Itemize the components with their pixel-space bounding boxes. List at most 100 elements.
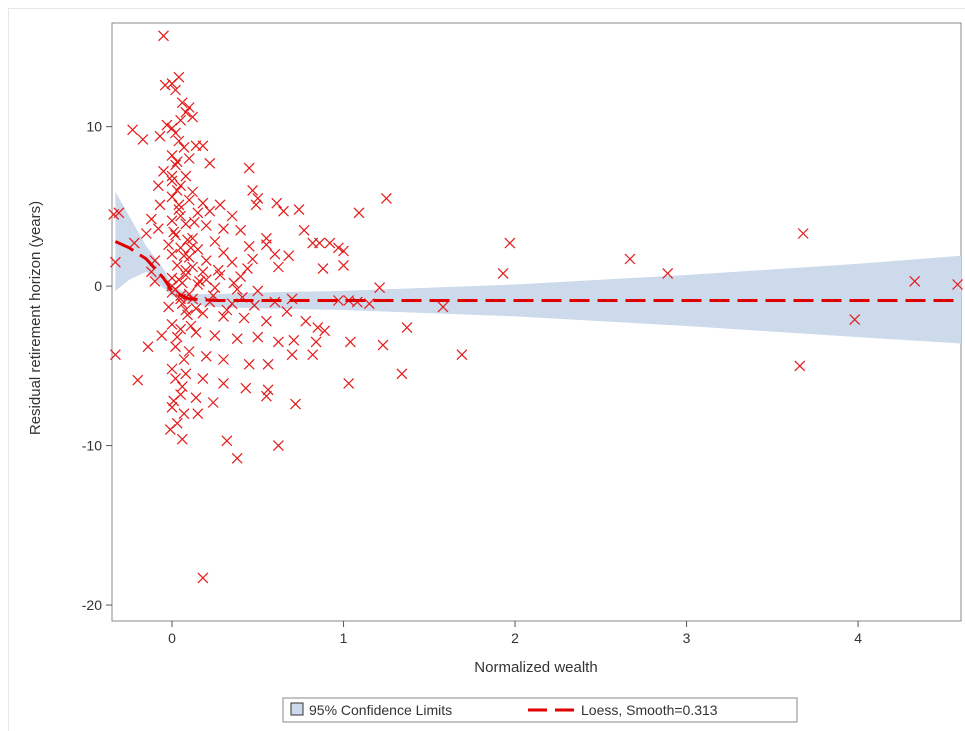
scatter-point: [185, 242, 197, 254]
y-axis-label: Residual retirement horizon (years): [27, 201, 44, 435]
scatter-point: [396, 368, 408, 380]
scatter-point: [197, 572, 209, 584]
y-tick-label: -20: [82, 597, 102, 613]
scatter-point: [226, 210, 238, 222]
scatter-point: [166, 318, 178, 330]
scatter-point: [909, 275, 921, 287]
scatter-point: [166, 401, 178, 413]
scatter-point: [288, 334, 300, 346]
y-tick-label: 0: [94, 278, 102, 294]
scatter-point: [314, 237, 325, 249]
scatter-point: [401, 322, 413, 334]
scatter-point: [142, 341, 154, 353]
scatter-point: [145, 266, 157, 278]
scatter-point: [183, 153, 195, 164]
scatter-point: [109, 256, 121, 268]
scatter-point: [271, 197, 283, 209]
scatter-point: [180, 368, 192, 380]
scatter-point: [192, 279, 204, 290]
scatter-point: [312, 322, 324, 334]
scatter-point: [154, 130, 166, 142]
y-tick-label: -10: [82, 438, 102, 454]
scatter-point: [497, 267, 509, 279]
scatter-point: [281, 306, 293, 318]
scatter-point: [338, 245, 349, 257]
scatter-point: [231, 333, 243, 345]
scatter-point: [260, 390, 272, 402]
scatter-point: [218, 377, 229, 389]
legend-box: [282, 697, 798, 723]
loess-line: [114, 240, 961, 302]
scatter-point: [170, 159, 181, 171]
x-tick-label: 2: [511, 630, 519, 646]
scatter-point: [200, 350, 212, 362]
scatter-point: [351, 296, 363, 308]
scatter-point: [163, 301, 175, 313]
scatter-point: [185, 320, 197, 332]
scatter-point: [377, 339, 389, 351]
scatter-point: [272, 261, 284, 273]
scatter-point: [228, 277, 240, 289]
scatter-point: [204, 205, 216, 217]
scatter-point: [190, 326, 202, 338]
scatter-point: [207, 397, 219, 408]
scatter-point: [171, 184, 183, 196]
scatter-point: [156, 330, 168, 342]
scatter-point: [166, 170, 178, 182]
scatter-point: [456, 349, 468, 361]
scatter-point: [212, 264, 224, 276]
scatter-point: [231, 283, 243, 295]
scatter-point: [158, 30, 169, 42]
scatter-point: [128, 237, 140, 249]
scatter-point: [343, 377, 355, 389]
scatter-point: [243, 240, 255, 252]
scatter-points-layer: [108, 30, 964, 584]
scatter-point: [197, 307, 209, 319]
scatter-point: [152, 223, 164, 235]
scatter-point: [168, 395, 180, 407]
scatter-point: [200, 274, 212, 286]
scatter-point: [286, 349, 298, 361]
scatter-point: [380, 192, 392, 204]
scatter-point: [624, 253, 636, 265]
scatter-point: [218, 223, 229, 235]
scatter-point: [154, 199, 166, 211]
scatter-point: [166, 191, 178, 203]
scatter-point: [176, 381, 188, 393]
scatter-point: [171, 331, 183, 343]
scatter-point: [260, 239, 272, 251]
scatter-point: [145, 213, 157, 225]
scatter-point: [164, 424, 176, 436]
x-tick-label: 1: [340, 630, 348, 646]
scatter-point: [183, 346, 195, 357]
scatter-point: [221, 435, 233, 447]
scatter-point: [269, 296, 281, 308]
x-tick-label: 3: [683, 630, 691, 646]
scatter-point: [175, 180, 187, 192]
scatter-point: [197, 266, 209, 278]
scatter-point: [159, 79, 171, 91]
scatter-point: [504, 237, 516, 249]
scatter-point: [180, 170, 192, 182]
scatter-point: [252, 285, 264, 297]
scatter-point: [158, 165, 169, 177]
scatter-point: [171, 259, 183, 271]
scatter-point: [166, 175, 178, 187]
scatter-point: [353, 207, 365, 219]
scatter-point: [272, 440, 284, 452]
scatter-point: [283, 250, 295, 262]
scatter-point: [209, 330, 221, 342]
scatter-point: [152, 180, 164, 192]
scatter-point: [188, 216, 200, 228]
scatter-point: [187, 111, 199, 123]
scatter-point: [204, 157, 216, 169]
scatter-point: [338, 259, 349, 271]
scatter-point: [168, 226, 180, 238]
scatter-point: [197, 140, 209, 152]
scatter-point: [170, 341, 181, 353]
scatter-point: [163, 239, 175, 251]
scatter-point: [952, 279, 964, 290]
scatter-point: [247, 184, 259, 196]
scatter-point: [176, 433, 188, 445]
scatter-point: [218, 247, 229, 259]
